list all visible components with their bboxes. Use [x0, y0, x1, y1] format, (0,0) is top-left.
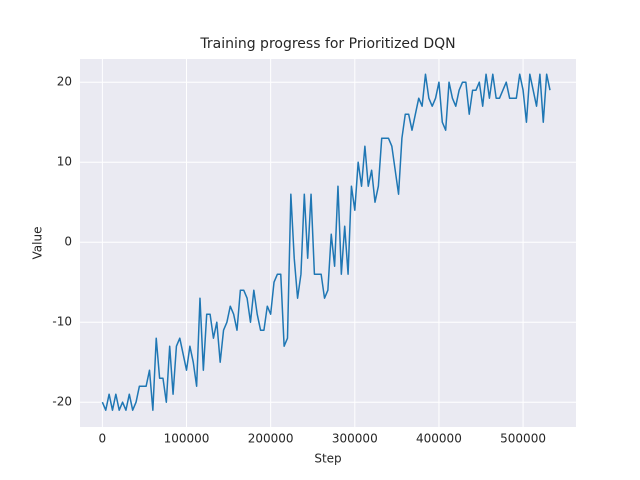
y-tick-label: -20: [52, 395, 72, 409]
x-axis-label: Step: [314, 452, 341, 466]
plot-area: [80, 59, 576, 427]
data-line: [101, 73, 551, 411]
x-tick-label: 200000: [248, 432, 294, 446]
y-tick-label: 20: [57, 75, 72, 89]
y-tick-label: 10: [57, 155, 72, 169]
chart-title: Training progress for Prioritized DQN: [199, 36, 455, 52]
y-tick-label: -10: [52, 315, 72, 329]
x-tick-label: 300000: [332, 432, 378, 446]
grid: [80, 59, 576, 427]
x-tick-label: 100000: [164, 432, 210, 446]
x-tick-label: 0: [99, 432, 107, 446]
y-axis-label: Value: [31, 227, 45, 260]
x-tick-label: 500000: [500, 432, 546, 446]
y-tick-label: 0: [64, 235, 72, 249]
x-tick-label: 400000: [416, 432, 462, 446]
